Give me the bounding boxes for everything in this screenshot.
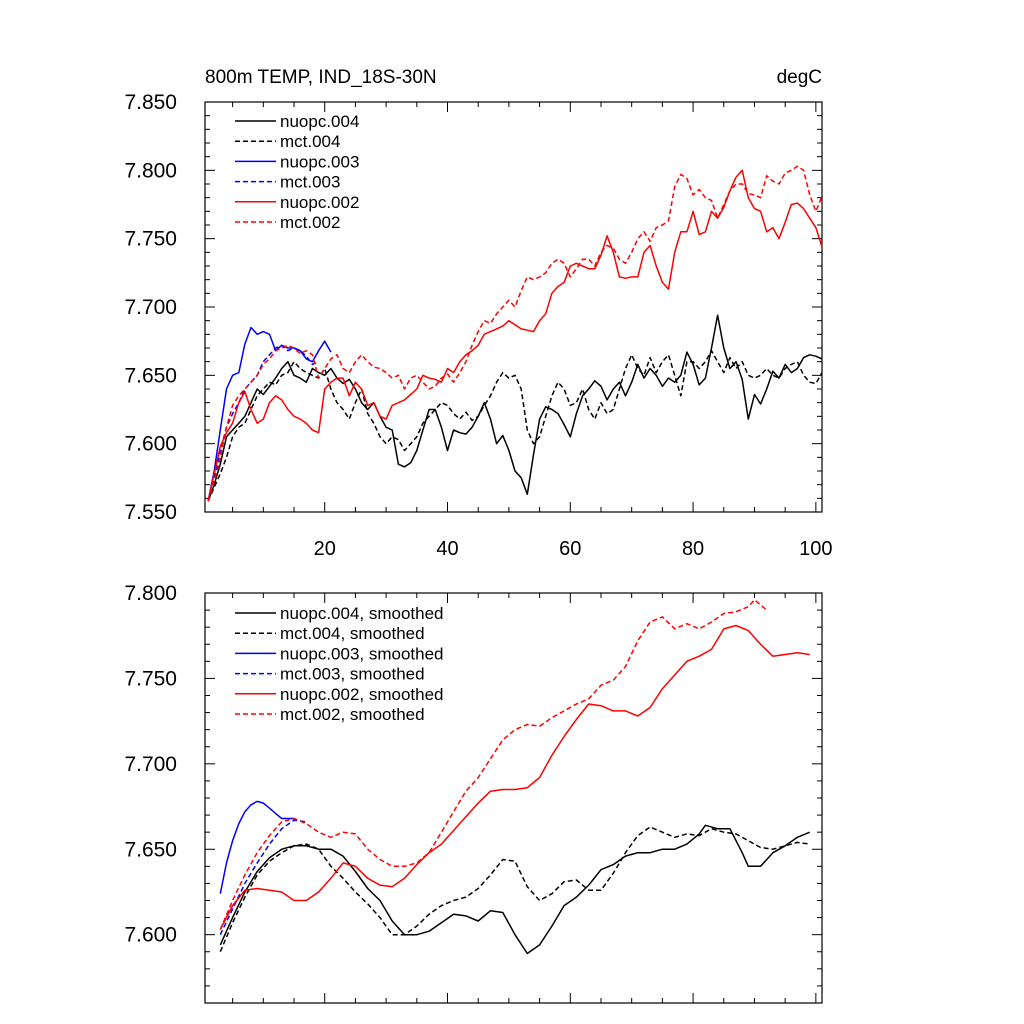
top-chart: 20 40 60 80 100 7.550 7.600 7.650 7.700 7.750 7.80… xyxy=(124,91,832,560)
series-line-nuopc-004-smoothed xyxy=(219,824,810,955)
y-tick-label: 7.700 xyxy=(124,296,177,319)
series-line-mct-003 xyxy=(207,344,319,502)
y-tick-label: 7.850 xyxy=(124,91,177,114)
y-tick-label: 7.750 xyxy=(124,667,177,690)
series-line-mct-002-smoothed xyxy=(219,599,768,930)
series-line-nuopc-003 xyxy=(207,326,332,502)
x-tick-label: 80 xyxy=(682,538,704,560)
legend-label: nuopc.002, smoothed xyxy=(280,685,444,704)
y-tick-label: 7.600 xyxy=(124,433,177,456)
y-tick-label: 7.800 xyxy=(124,582,177,605)
legend-label: nuopc.002 xyxy=(280,193,359,212)
series-line-mct-002 xyxy=(207,165,823,502)
y-tick-label: 7.700 xyxy=(124,753,177,776)
series-line-mct-004-smoothed xyxy=(219,826,810,952)
legend-label: mct.004 xyxy=(280,132,340,151)
legend-label: nuopc.004 xyxy=(280,112,359,131)
legend-label: nuopc.003, smoothed xyxy=(280,644,444,663)
legend-label: nuopc.003 xyxy=(280,152,359,171)
series-line-nuopc-003-smoothed xyxy=(219,800,294,894)
x-tick-label: 20 xyxy=(314,538,336,560)
legend-label: mct.004, smoothed xyxy=(280,624,425,643)
y-tick-label: 7.800 xyxy=(124,159,177,182)
legend-label: nuopc.004, smoothed xyxy=(280,604,444,623)
series-line-nuopc-002-smoothed xyxy=(219,624,810,930)
series-line-mct-004 xyxy=(207,349,823,502)
bottom-chart: 7.600 7.650 7.700 7.750 7.800 nuopc.004, smoo… xyxy=(124,582,823,1004)
top-panel-units: degC xyxy=(777,67,822,88)
legend-label: mct.002 xyxy=(280,213,340,232)
legend-label: mct.003, smoothed xyxy=(280,665,425,684)
series-line-nuopc-004 xyxy=(207,314,823,502)
top-panel-title: 800m TEMP, IND_18S-30N xyxy=(205,67,437,88)
x-tick-label: 60 xyxy=(559,538,581,560)
legend-label: mct.002, smoothed xyxy=(280,705,425,724)
y-tick-label: 7.650 xyxy=(124,364,177,387)
series-line-mct-003-smoothed xyxy=(219,819,307,936)
y-tick-label: 7.600 xyxy=(124,924,177,947)
y-tick-label: 7.550 xyxy=(124,501,177,524)
y-tick-label: 7.750 xyxy=(124,228,177,251)
y-tick-label: 7.650 xyxy=(124,838,177,861)
x-tick-label: 40 xyxy=(436,538,458,560)
legend-label: mct.003 xyxy=(280,173,340,192)
x-tick-label: 100 xyxy=(799,538,832,560)
